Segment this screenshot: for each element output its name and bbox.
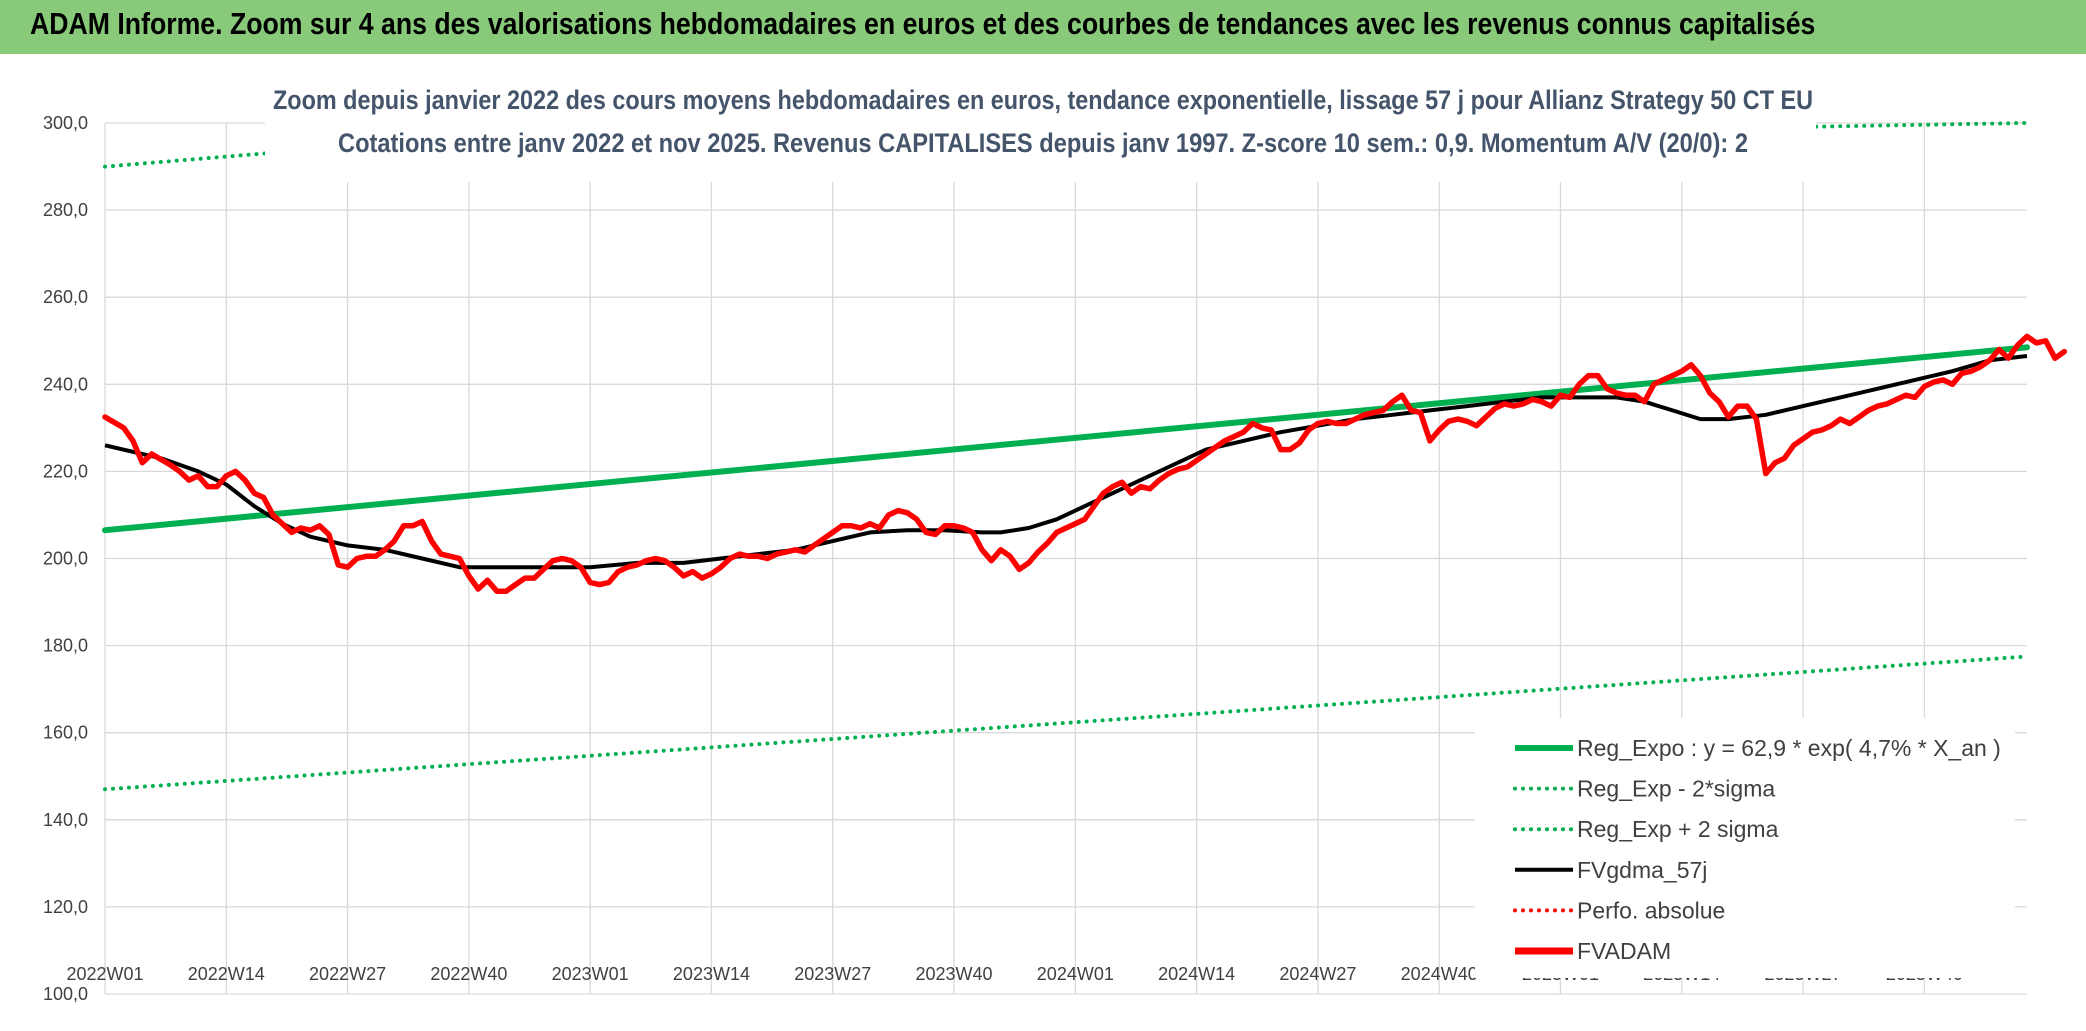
x-tick-label: 2024W14 bbox=[1158, 964, 1235, 984]
legend: Reg_Expo : y = 62,9 * exp( 4,7% * X_an )… bbox=[1513, 735, 2001, 964]
x-tick-label: 2023W40 bbox=[916, 964, 993, 984]
legend-label: FVgdma_57j bbox=[1577, 857, 1707, 883]
line-chart: Zoom depuis janvier 2022 des cours moyen… bbox=[0, 54, 2086, 1031]
y-tick-label: 200,0 bbox=[43, 549, 88, 569]
x-tick-label: 2023W14 bbox=[673, 964, 750, 984]
legend-label: Reg_Expo : y = 62,9 * exp( 4,7% * X_an ) bbox=[1577, 735, 2001, 761]
x-tick-label: 2022W27 bbox=[309, 964, 386, 984]
legend-label: Reg_Exp + 2 sigma bbox=[1577, 816, 1779, 842]
y-tick-label: 100,0 bbox=[43, 984, 88, 1004]
title-backdrop bbox=[265, 67, 1816, 182]
x-tick-label: 2024W40 bbox=[1401, 964, 1478, 984]
y-tick-label: 280,0 bbox=[43, 200, 88, 220]
series-fvgdma-57j-line bbox=[104, 354, 2028, 570]
x-tick-label: 2023W27 bbox=[794, 964, 871, 984]
chart-title: Zoom depuis janvier 2022 des cours moyen… bbox=[273, 85, 1813, 115]
header-banner: ADAM Informe. Zoom sur 4 ans des valoris… bbox=[0, 0, 2086, 54]
x-tick-label: 2024W01 bbox=[1037, 964, 1114, 984]
legend-backdrop bbox=[1475, 718, 2015, 978]
legend-label: FVADAM bbox=[1577, 938, 1671, 964]
y-tick-label: 160,0 bbox=[43, 723, 88, 743]
legend-label: Perfo. absolue bbox=[1577, 897, 1725, 923]
y-tick-label: 300,0 bbox=[43, 113, 88, 133]
y-tick-label: 220,0 bbox=[43, 461, 88, 481]
x-tick-label: 2022W14 bbox=[188, 964, 265, 984]
y-tick-label: 180,0 bbox=[43, 636, 88, 656]
y-axis: 300,0 280,0 260,0 240,0 220,0 200,0 180,0 160,0… bbox=[43, 113, 88, 1004]
y-tick-label: 120,0 bbox=[43, 897, 88, 917]
x-tick-label: 2023W01 bbox=[552, 964, 629, 984]
y-tick-label: 240,0 bbox=[43, 374, 88, 394]
chart-subtitle: Cotations entre janv 2022 et nov 2025. R… bbox=[338, 128, 1748, 158]
report-title: ADAM Informe. Zoom sur 4 ans des valoris… bbox=[30, 6, 1816, 41]
series-fvadam-line bbox=[102, 333, 2068, 594]
legend-label: Reg_Exp - 2*sigma bbox=[1577, 776, 1775, 802]
x-tick-label: 2022W01 bbox=[66, 964, 143, 984]
series-reg-expo-line bbox=[102, 344, 2030, 534]
y-tick-label: 260,0 bbox=[43, 287, 88, 307]
y-tick-label: 140,0 bbox=[43, 810, 88, 830]
series-reg-minus-2sigma-line bbox=[103, 654, 2029, 792]
x-tick-label: 2024W27 bbox=[1279, 964, 1356, 984]
x-tick-label: 2022W40 bbox=[430, 964, 507, 984]
